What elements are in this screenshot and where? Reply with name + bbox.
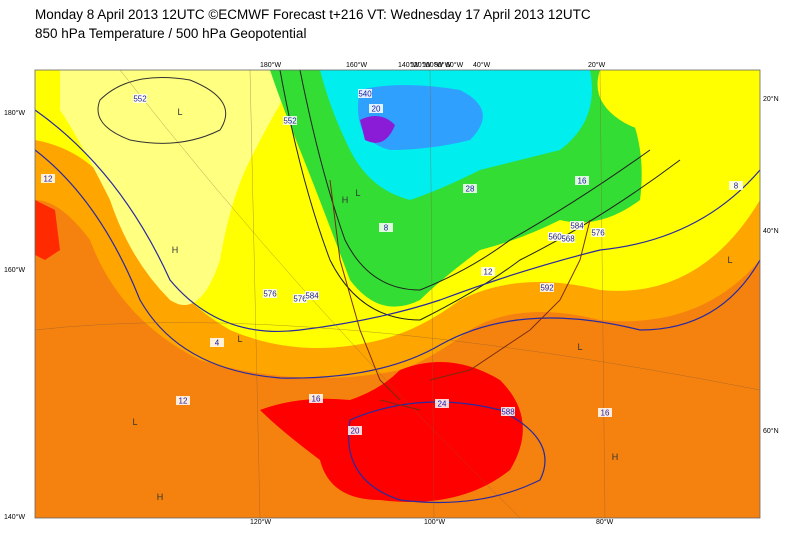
contour-label-box (548, 232, 562, 241)
coordinate-label: 140°W (398, 61, 419, 69)
pressure-center: L (727, 255, 732, 265)
contour-label: 584 (570, 222, 584, 231)
contour-label: 16 (578, 177, 587, 186)
contour-label-box (561, 234, 575, 243)
contour-label-box (591, 228, 605, 237)
contour-label-box (501, 407, 515, 416)
contour-label-box (293, 294, 307, 303)
pressure-center: L (577, 342, 582, 352)
contour-label-box (540, 283, 554, 292)
contour-label-box (729, 181, 743, 190)
coordinate-label: 60°W (446, 61, 464, 69)
contour-label-box (481, 267, 495, 276)
pressure-center: L (132, 417, 137, 427)
coordinate-label: 160°W (346, 61, 367, 69)
contour-label: 20 (351, 427, 360, 436)
contour-label-box (210, 338, 224, 347)
contour-label: 4 (215, 339, 220, 348)
contour-label-box (379, 223, 393, 232)
contour-label-box (598, 408, 612, 417)
contour-label: 12 (44, 175, 53, 184)
coordinate-label: 120°W (250, 518, 271, 526)
contour-label: 552 (133, 95, 147, 104)
contour-label-box (41, 174, 55, 183)
contour-label-box (435, 399, 449, 408)
subtitle: 850 hPa Temperature / 500 hPa Geopotenti… (35, 26, 306, 41)
contour-label-box (348, 426, 362, 435)
coordinate-label: 180°W (260, 61, 281, 69)
coordinate-label: 120°W (410, 61, 431, 69)
contour-label: 576 (293, 295, 307, 304)
coordinate-label: 180°W (4, 109, 25, 117)
title: Monday 8 April 2013 12UTC ©ECMWF Forecas… (35, 7, 591, 22)
coordinate-label: 140°W (4, 513, 25, 521)
coordinate-label: 80°W (596, 518, 614, 526)
coordinate-label: 160°W (4, 266, 25, 274)
contour-label-box (309, 394, 323, 403)
coordinate-label: 80°W (434, 61, 452, 69)
map-frame (34, 69, 761, 519)
coordinate-label: 60°N (763, 427, 779, 435)
pressure-center: L (237, 334, 242, 344)
contour-label: 552 (283, 117, 297, 126)
contour-label: 16 (601, 409, 610, 418)
coordinate-label: 40°W (473, 61, 491, 69)
contour-label: 24 (438, 400, 447, 409)
contour-label: 16 (312, 395, 321, 404)
contour-label-box (575, 176, 589, 185)
contour-label-box (463, 184, 477, 193)
contour-label-box (283, 116, 297, 125)
contour-label: 12 (484, 268, 493, 277)
contour-label-box (358, 89, 372, 98)
contour-label: 592 (540, 284, 554, 293)
contour-label: 568 (561, 235, 575, 244)
pressure-center: H (612, 452, 619, 462)
contour-label-box (305, 291, 319, 300)
coordinate-label: 20°W (588, 61, 606, 69)
map-area (35, 70, 760, 518)
pressure-center: H (342, 195, 349, 205)
contour-label: 576 (591, 229, 605, 238)
contour-label-box (369, 104, 383, 113)
contour-label-box (263, 289, 277, 298)
coordinate-label: 20°N (763, 95, 779, 103)
contour-label: 8 (384, 224, 389, 233)
contour-label: 576 (263, 290, 277, 299)
coordinate-label: 100°W (422, 61, 443, 69)
contour-label-box (570, 221, 584, 230)
contour-label: 28 (466, 185, 475, 194)
pressure-center: H (172, 245, 179, 255)
contour-label: 584 (305, 292, 319, 301)
contour-label: 20 (372, 105, 381, 114)
contour-label: 12 (179, 397, 188, 406)
pressure-center: H (157, 492, 164, 502)
contour-label-box (133, 94, 147, 103)
pressure-center: L (177, 107, 182, 117)
contour-label: 8 (734, 182, 739, 191)
contour-label-box (176, 396, 190, 405)
coordinate-label: 100°W (424, 518, 445, 526)
coordinate-label: 40°N (763, 227, 779, 235)
contour-label: 560 (548, 233, 562, 242)
contour-label: 588 (501, 408, 515, 417)
contour-label: 540 (358, 90, 372, 99)
pressure-center: L (355, 188, 360, 198)
